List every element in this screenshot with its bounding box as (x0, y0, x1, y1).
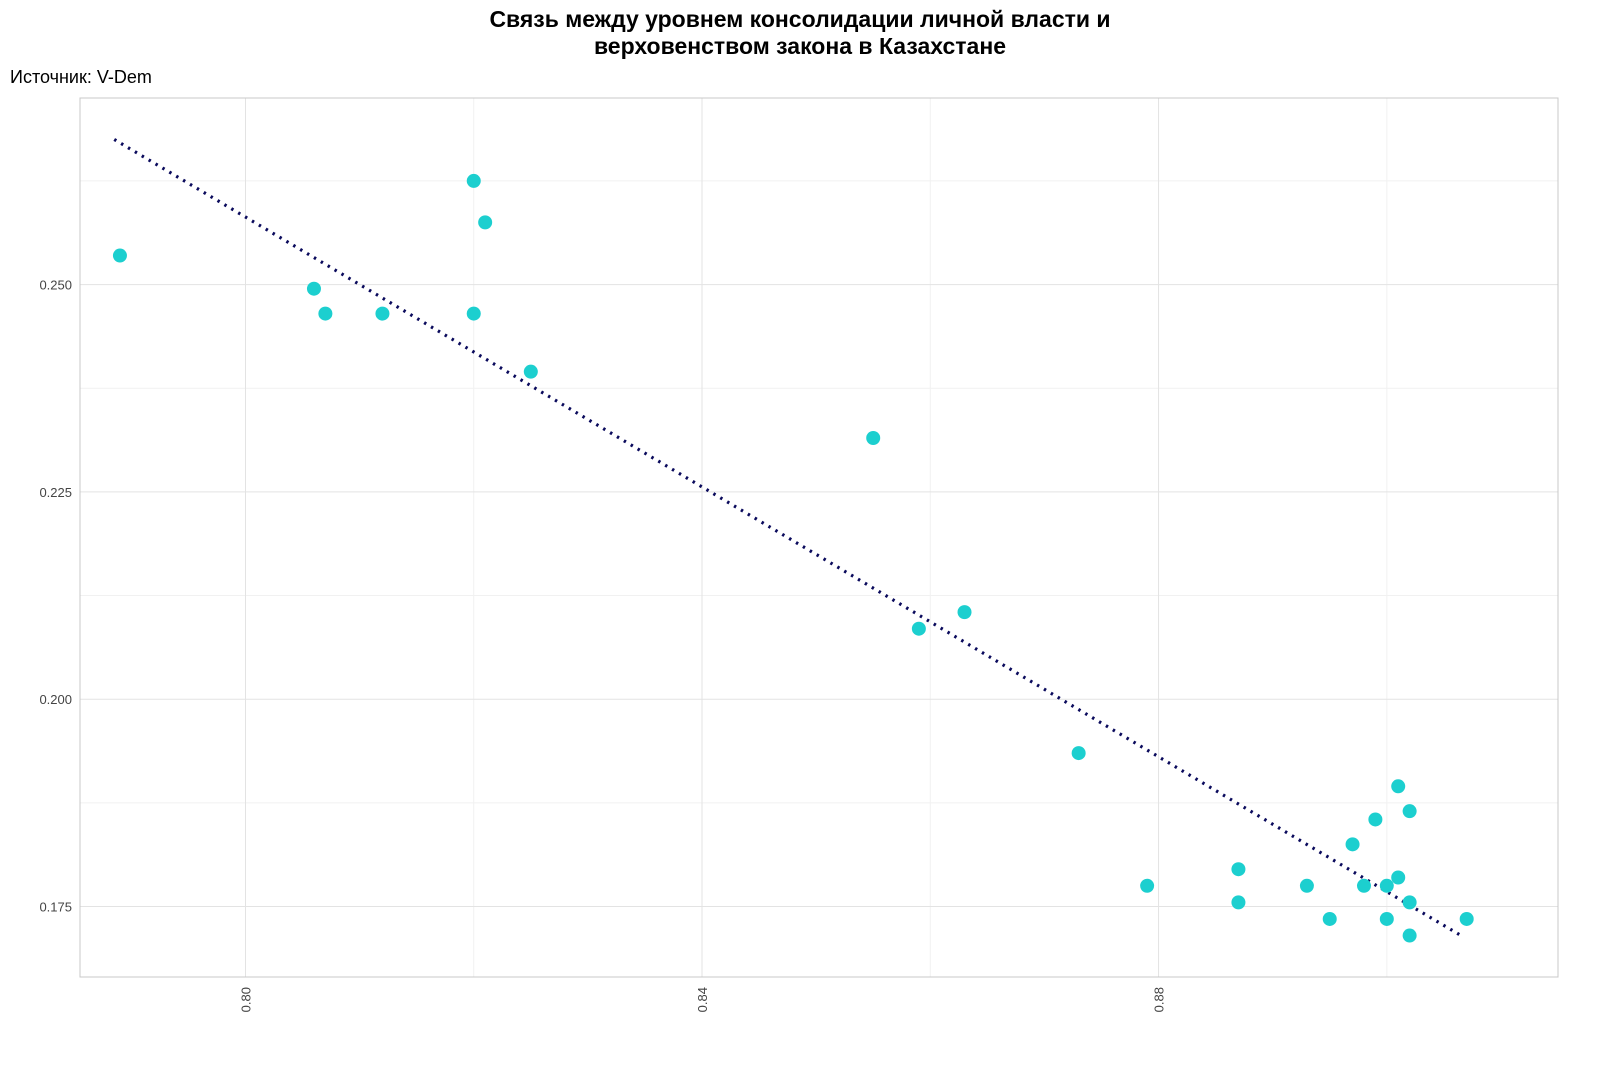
points-layer (112, 173, 1474, 943)
data-point (112, 248, 127, 263)
chart-subtitle: Источник: V-Dem (10, 67, 152, 87)
data-point (911, 621, 926, 636)
data-point (523, 364, 538, 379)
data-point (1391, 779, 1406, 794)
data-point (1231, 895, 1246, 910)
data-point (1322, 911, 1337, 926)
x-tick-label: 0.80 (238, 987, 253, 1012)
data-point (375, 306, 390, 321)
trend-line (113, 138, 1462, 937)
data-point (1299, 878, 1314, 893)
y-tick-label: 0.225 (39, 485, 72, 500)
data-point (1379, 911, 1394, 926)
data-point (1140, 878, 1155, 893)
data-point (1071, 746, 1086, 761)
data-point (1231, 862, 1246, 877)
x-axis: 0.80 0.84 0.88 (238, 987, 1166, 1012)
x-tick-label: 0.88 (1152, 987, 1167, 1012)
data-point (957, 605, 972, 620)
data-point (1356, 878, 1371, 893)
chart-title: Связь между уровнем консолидации личной … (0, 6, 1600, 60)
grid-layer (80, 98, 1558, 977)
data-point (478, 215, 493, 230)
data-point (1402, 928, 1417, 943)
data-point (306, 281, 321, 296)
y-tick-label: 0.200 (39, 692, 72, 707)
data-point (1402, 804, 1417, 819)
data-point (466, 306, 481, 321)
chart-title-line-2: верховенством закона в Казахстане (593, 33, 1007, 59)
data-point (318, 306, 333, 321)
data-point (866, 430, 881, 445)
data-point (1402, 895, 1417, 910)
y-axis: 0.175 0.200 0.225 0.250 (39, 278, 72, 915)
plot-panel-border (79, 97, 1559, 978)
data-point (1368, 812, 1383, 827)
data-point (1391, 870, 1406, 885)
data-point (1345, 837, 1360, 852)
y-tick-label: 0.250 (39, 278, 72, 293)
data-point (1379, 878, 1394, 893)
data-point (1459, 911, 1474, 926)
chart-title-line-1: Связь между уровнем консолидации личной … (489, 6, 1111, 32)
x-tick-label: 0.84 (695, 987, 710, 1012)
trend-layer (113, 138, 1462, 937)
data-point (466, 173, 481, 188)
y-tick-label: 0.175 (39, 900, 72, 915)
